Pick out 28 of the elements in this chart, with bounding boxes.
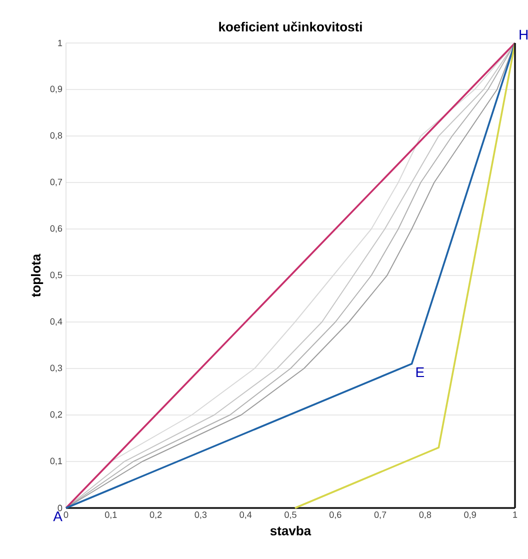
y-tick-label: 0,9 [50,86,62,94]
annotation: A [53,512,62,522]
x-tick-label: 0 [64,512,68,518]
y-tick-label: 1 [58,40,62,46]
y-tick-label: 0,4 [50,318,62,326]
y-tick-label: 0,2 [50,411,62,419]
annotation: H [520,30,528,40]
x-tick-label: 0,1 [104,512,117,519]
x-tick-label: 1 [513,512,518,518]
y-axis-title: toplota [30,254,44,297]
y-tick-label: 0 [58,504,62,512]
x-axis-title: stavba [270,526,312,536]
x-tick-label: 0,7 [374,512,386,519]
annotation: E [416,367,424,378]
x-tick-label: 0,5 [284,512,296,519]
chart-title: koeficient učinkovitosti [219,22,362,32]
x-tick-label: 0,4 [240,512,252,519]
y-tick-label: 0,7 [50,178,62,186]
x-tick-label: 0,6 [329,512,342,519]
y-tick-label: 0,1 [50,458,62,466]
y-tick-label: 0,6 [50,225,62,233]
x-tick-label: 0,3 [194,512,207,519]
x-tick-label: 0,8 [419,512,432,519]
y-tick-label: 0,5 [50,272,62,280]
x-tick-label: 0,9 [464,512,476,519]
y-tick-label: 0,8 [50,132,62,140]
x-tick-label: 0,2 [150,512,162,519]
y-tick-label: 0,3 [50,364,62,372]
